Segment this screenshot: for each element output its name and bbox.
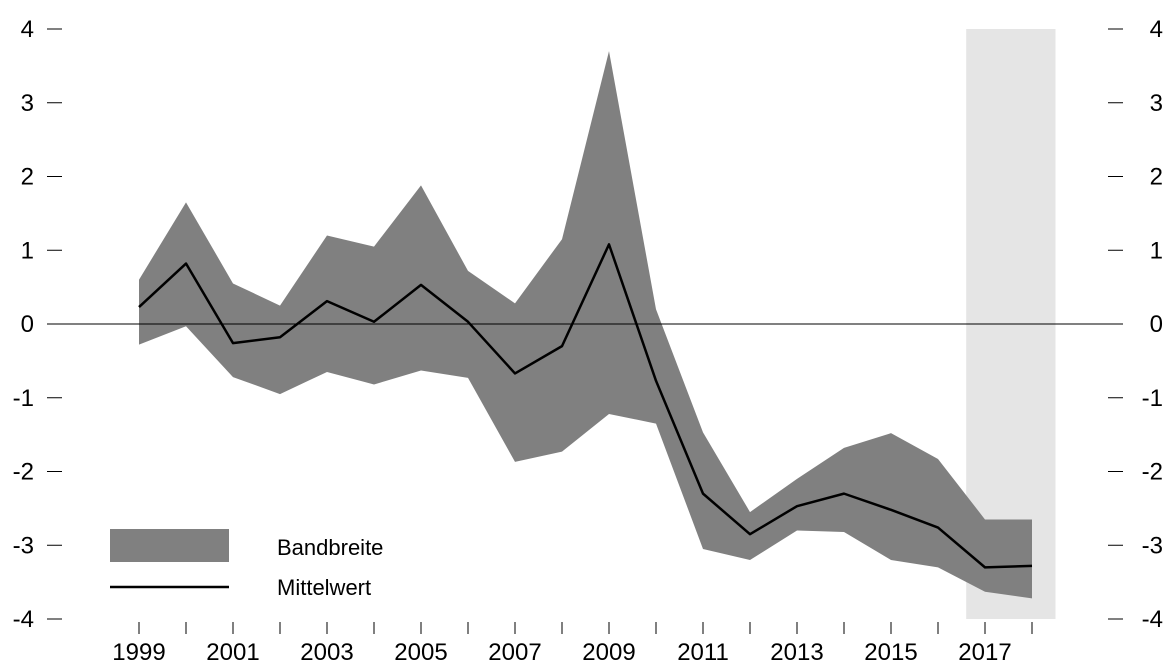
y-tick-label-right: -2 — [1142, 459, 1163, 486]
x-axis: 1999 2001 2003 2005 2007 2009 2011 2013 2015 2017 — [112, 622, 1033, 664]
y-tick-label-right: -1 — [1142, 385, 1163, 412]
y-tick-label-right: 3 — [1150, 90, 1163, 117]
x-tick-label: 2015 — [864, 639, 917, 664]
y-tick-label-left: 3 — [21, 90, 34, 117]
x-tick-label: 2017 — [958, 639, 1011, 664]
y-tick-label-left: -2 — [13, 459, 34, 486]
y-tick-label-left: 0 — [21, 311, 34, 338]
y-tick-label-left: -1 — [13, 385, 34, 412]
legend: Bandbreite Mittelwert — [110, 529, 383, 600]
mean-line — [138, 243, 1033, 569]
x-tick-label: 2001 — [206, 639, 259, 664]
y-tick-label-left: -4 — [13, 606, 34, 633]
x-tick-label: 1999 — [112, 639, 165, 664]
left-y-axis: 4 3 2 1 0 -1 -2 -3 -4 — [13, 16, 62, 633]
x-tick-label: 2011 — [677, 639, 729, 664]
legend-swatch-band — [110, 529, 229, 562]
y-tick-label-right: 2 — [1150, 164, 1163, 191]
right-y-axis: 4 3 2 1 0 -1 -2 -3 -4 — [1108, 16, 1163, 633]
legend-label-band: Bandbreite — [277, 535, 383, 560]
y-tick-label-left: -3 — [13, 532, 34, 559]
y-tick-label-right: 0 — [1150, 311, 1163, 338]
x-tick-label: 2007 — [488, 639, 541, 664]
mean-line-layer — [138, 243, 1033, 569]
x-tick-label: 2009 — [582, 639, 635, 664]
y-tick-label-left: 4 — [21, 16, 34, 43]
y-tick-label-right: 4 — [1150, 16, 1163, 43]
y-tick-label-right: -4 — [1142, 606, 1163, 633]
y-tick-label-left: 2 — [21, 164, 34, 191]
x-tick-label: 2013 — [770, 639, 823, 664]
band-area — [139, 51, 1032, 599]
y-tick-label-right: -3 — [1142, 532, 1163, 559]
legend-label-line: Mittelwert — [277, 575, 371, 600]
band-layer — [139, 51, 1032, 599]
x-tick-label: 2003 — [300, 639, 353, 664]
x-tick-label: 2005 — [394, 639, 447, 664]
y-tick-label-right: 1 — [1150, 237, 1163, 264]
y-tick-label-left: 1 — [21, 237, 34, 264]
